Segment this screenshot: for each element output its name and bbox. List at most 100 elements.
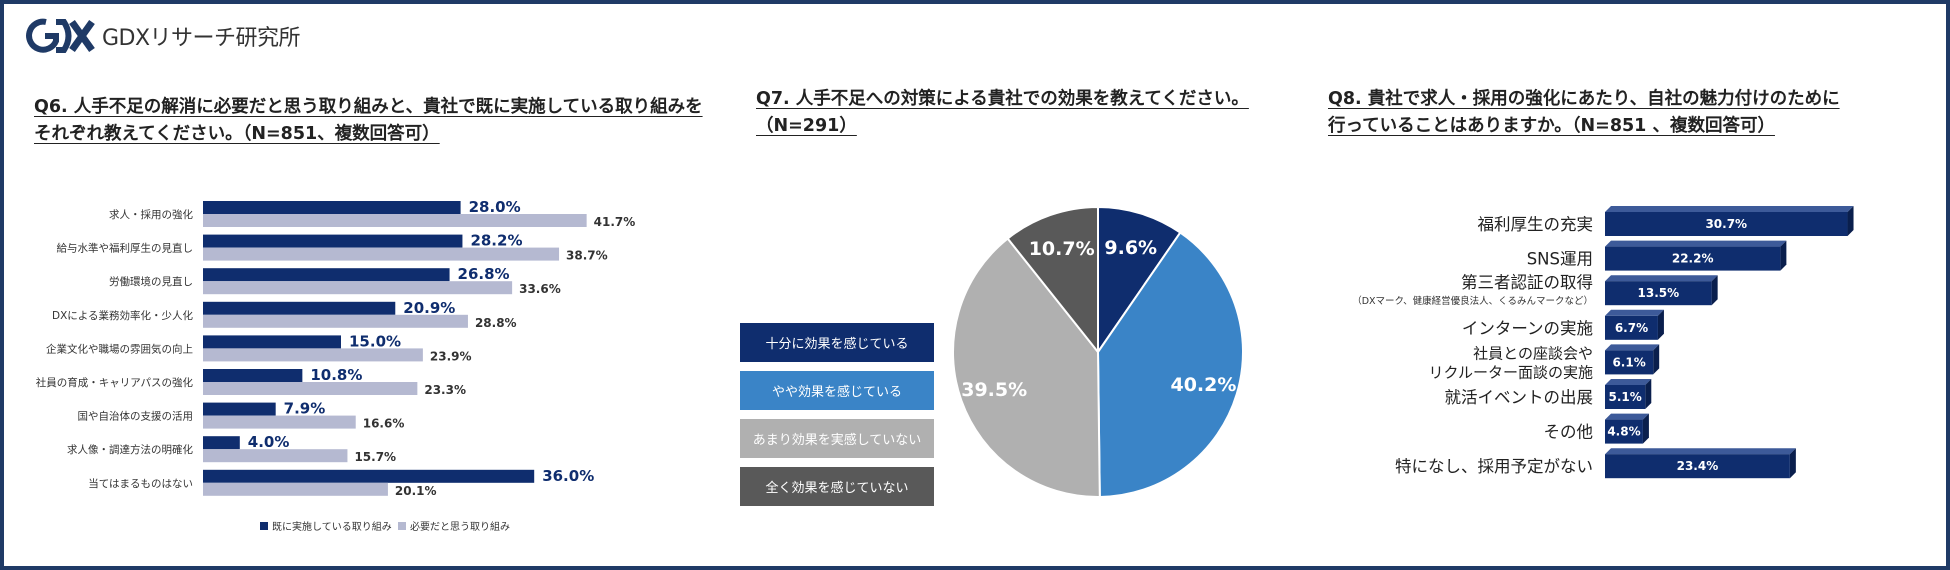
q8-bar-side [1847, 206, 1854, 236]
header-logo: GDXリサーチ研究所 [26, 16, 301, 56]
q8-data-label: 23.4% [1677, 459, 1719, 473]
q6-data-label-needed: 23.3% [424, 383, 466, 397]
q7-pie-slice [1006, 205, 1099, 355]
q8-bar [1605, 246, 1781, 271]
q8-category-label: インターンの実施 [1462, 319, 1593, 338]
q8-bar-top [1605, 240, 1787, 247]
q6-legend-label: 必要だと思う取り組み [410, 520, 510, 533]
q8-data-label: 5.1% [1609, 390, 1642, 404]
q6-bar-needed [203, 482, 388, 496]
q6-bar-needed [203, 314, 468, 328]
q8-bar [1605, 212, 1848, 236]
q8-data-label: 13.5% [1638, 286, 1680, 300]
q6-category-label: 国や自治体の支援の活用 [78, 410, 194, 423]
q8-bar-side [1780, 240, 1787, 271]
q6-data-label-needed: 41.7% [594, 215, 636, 229]
q6-data-label-needed: 16.6% [363, 417, 405, 431]
q6-bar-implemented [203, 201, 461, 214]
q7-title: Q7. 人手不足への対策による貴社での効果を教えてください。 （N=291） [756, 86, 1276, 140]
q6-bar-needed [203, 214, 587, 227]
q8-category-label: その他 [1544, 423, 1594, 442]
q6-category-label: 給与水準や福利厚生の見直し [57, 242, 194, 255]
q6-title: Q6. 人手不足の解消に必要だと思う取り組みと、貴社で既に実施している取り組みを… [34, 94, 724, 148]
q6-category-label: DXによる業務効率化・少人化 [52, 309, 193, 322]
q8-bar [1605, 315, 1658, 340]
q8-category-label: 社員との座談会や [1473, 344, 1593, 362]
q6-category-label: 社員の育成・キャリアパスの強化 [36, 376, 194, 389]
q6-bar-needed [203, 247, 560, 261]
q6-data-label-needed: 33.6% [519, 282, 561, 296]
q8-bar-top [1605, 379, 1652, 385]
q6-bar-implemented [203, 301, 396, 315]
q6-category-label: 労働環境の見直し [109, 275, 193, 288]
q6-bar-implemented [203, 268, 450, 282]
q6-bar-implemented [203, 369, 303, 382]
q6-data-label-implemented: 36.0% [542, 467, 594, 485]
q6-bar-implemented [203, 234, 463, 248]
q7-pie-slice [1097, 205, 1182, 356]
q8-category-label: SNS運用 [1527, 250, 1593, 269]
q6-bar-needed [203, 281, 513, 295]
q8-category-label: 就活イベントの出展 [1445, 388, 1594, 407]
q6-data-label-needed: 23.9% [430, 349, 472, 363]
q6-bar-needed [203, 415, 356, 429]
q7-legend: 十分に効果を感じている やや効果を感じている あまり効果を実感していない 全く効… [740, 323, 934, 515]
q7-slice-label: 10.7% [1029, 238, 1095, 260]
q6-bar-implemented [203, 469, 535, 483]
q8-bar-top [1605, 413, 1649, 420]
q8-bar-side [1711, 275, 1718, 306]
q8-data-label: 22.2% [1672, 252, 1714, 266]
q6-bar-implemented [203, 402, 276, 416]
q8-bar-side [1645, 379, 1652, 409]
brand-name: GDXリサーチ研究所 [102, 26, 301, 51]
q8-data-label: 6.7% [1615, 321, 1648, 335]
q6-category-label: 当てはまるものはない [88, 477, 193, 490]
q8-bar-side [1642, 413, 1649, 444]
q7-legend-item: 全く効果を感じていない [740, 467, 934, 506]
q6-data-label-needed: 38.7% [566, 249, 608, 263]
q6-category-label: 企業文化や職場の雰囲気の向上 [46, 342, 193, 355]
q7-legend-item: 十分に効果を感じている [740, 323, 934, 362]
q8-bar [1605, 385, 1646, 409]
q6-data-label-implemented: 20.9% [403, 299, 455, 317]
q8-title: Q8. 貴社で求人・採用の強化にあたり、自社の魅力付けのために 行っていることは… [1328, 86, 1888, 140]
q6-bar-needed [203, 382, 418, 395]
q8-bar-top [1605, 309, 1664, 316]
q6-bar-needed [203, 449, 348, 463]
q6-legend-swatch-implemented [260, 522, 268, 530]
q8-bar-top [1605, 275, 1718, 282]
q8-bar [1605, 419, 1643, 444]
q6-data-label-implemented: 15.0% [349, 332, 401, 350]
q8-bar-side [1789, 448, 1796, 479]
q8-category-sublabel: （DXマーク、健康経営優良法人、くるみんマークなど） [1352, 295, 1593, 307]
q8-data-label: 4.8% [1607, 425, 1640, 439]
q7-pie-slice [1096, 231, 1244, 499]
q8-category-label: 特になし、採用予定がない [1395, 457, 1593, 476]
q6-data-label-needed: 15.7% [354, 450, 396, 464]
q6-data-label-needed: 28.8% [475, 316, 517, 330]
q8-bar-side [1653, 344, 1660, 375]
q6-data-label-implemented: 7.9% [284, 400, 326, 418]
q8-category-label: リクルーター面談の実施 [1428, 363, 1593, 381]
q6-category-label: 求人像・調達方法の明確化 [67, 443, 193, 456]
q6-legend-label: 既に実施している取り組み [272, 520, 392, 533]
q6-data-label-needed: 20.1% [395, 484, 437, 498]
gdx-logo-icon [26, 18, 95, 53]
q8-title-line: 行っていることはありますか。（N=851 、複数回答可） [1328, 116, 1775, 136]
q7-legend-item: やや効果を感じている [740, 371, 934, 410]
q6-data-label-implemented: 26.8% [458, 265, 510, 283]
q6-title-line: Q6. 人手不足の解消に必要だと思う取り組みと、貴社で既に実施している取り組みを [34, 97, 703, 117]
q8-category-label: 福利厚生の充実 [1478, 215, 1594, 234]
q7-slice-label: 40.2% [1170, 374, 1236, 396]
q8-bar [1605, 454, 1790, 479]
q7-title-line: （N=291） [756, 116, 857, 136]
q6-bar-needed [203, 348, 423, 362]
q7-slice-label: 9.6% [1104, 237, 1157, 259]
q7-legend-item: あまり効果を実感していない [740, 419, 934, 458]
q8-bar-side [1657, 309, 1664, 340]
q6-data-label-implemented: 28.0% [469, 198, 521, 216]
q7-title-line: Q7. 人手不足への対策による貴社での効果を教えてください。 [756, 89, 1249, 109]
q8-data-label: 30.7% [1705, 217, 1747, 231]
